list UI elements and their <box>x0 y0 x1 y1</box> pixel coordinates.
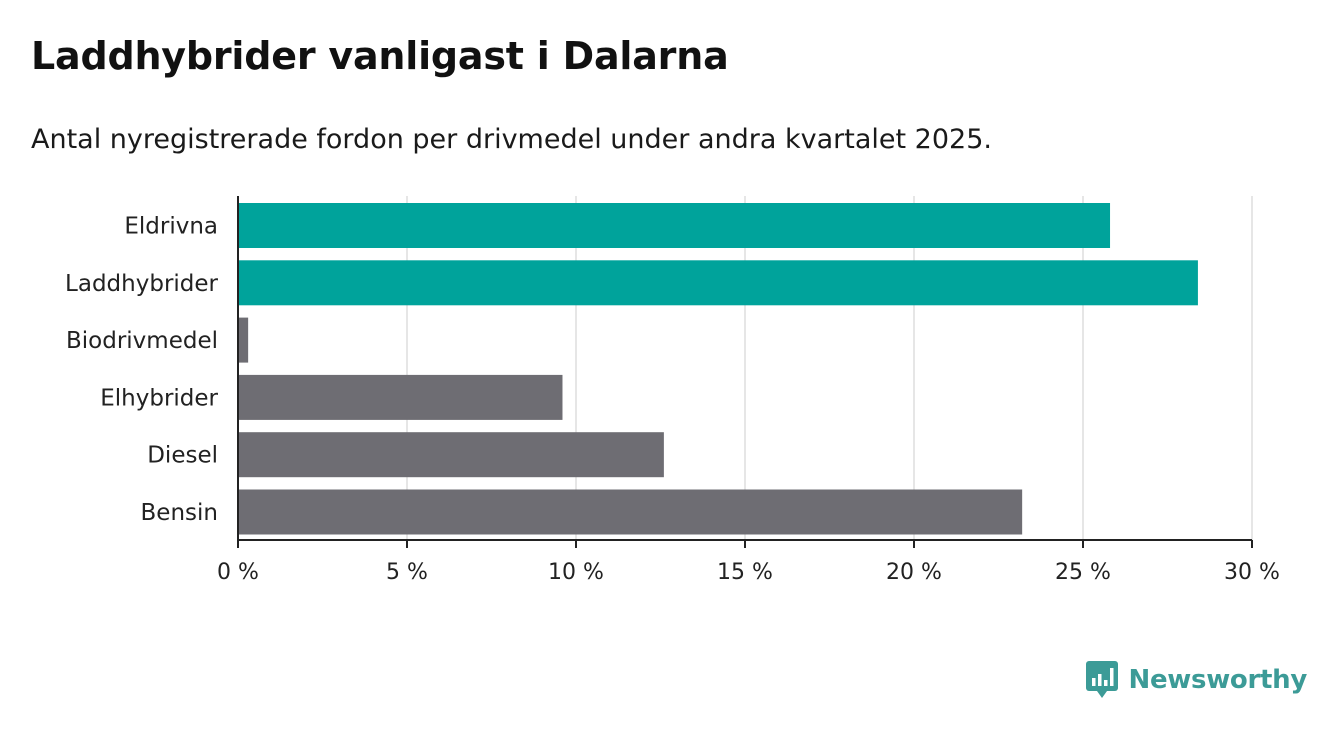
bar-chart: 0 % 5 % 10 % 15 % 20 % 25 % 30 % Eldrivna Laddh… <box>65 196 1280 585</box>
bar-laddhybrider <box>238 260 1198 306</box>
bar-diesel <box>238 432 664 478</box>
category-label: Diesel <box>147 443 218 469</box>
brand-name: Newsworthy <box>1128 665 1308 695</box>
x-tick-label: 25 % <box>1055 560 1111 585</box>
grid-lines <box>406 196 1253 540</box>
bars <box>238 203 1198 535</box>
bar-eldrivna <box>238 203 1111 248</box>
category-labels: Eldrivna Laddhybrider Biodrivmedel Elhybrid… <box>65 214 218 527</box>
category-label: Bensin <box>141 500 218 526</box>
x-tick-label: 0 % <box>217 560 259 585</box>
bar-bensin <box>238 489 1023 535</box>
brand-logo: Newsworthy <box>1085 660 1307 700</box>
category-label: Biodrivmedel <box>66 328 218 354</box>
x-axis: 0 % 5 % 10 % 15 % 20 % 25 % 30 % <box>217 196 1280 585</box>
x-tick-label: 10 % <box>548 560 604 585</box>
bar-elhybrider <box>238 374 563 420</box>
x-tick-label: 20 % <box>886 560 942 585</box>
category-label: Eldrivna <box>124 214 218 240</box>
x-tick-label: 30 % <box>1224 560 1280 585</box>
x-tick-label: 15 % <box>717 560 773 585</box>
category-label: Laddhybrider <box>65 271 218 297</box>
bar-biodrivmedel <box>238 317 249 363</box>
chart-title: Laddhybrider vanligast i Dalarna <box>31 34 729 78</box>
category-label: Elhybrider <box>100 385 218 411</box>
chart-subtitle: Antal nyregistrerade fordon per drivmede… <box>31 124 992 155</box>
newsworthy-chart-icon <box>1085 661 1118 698</box>
x-tick-label: 5 % <box>386 560 428 585</box>
